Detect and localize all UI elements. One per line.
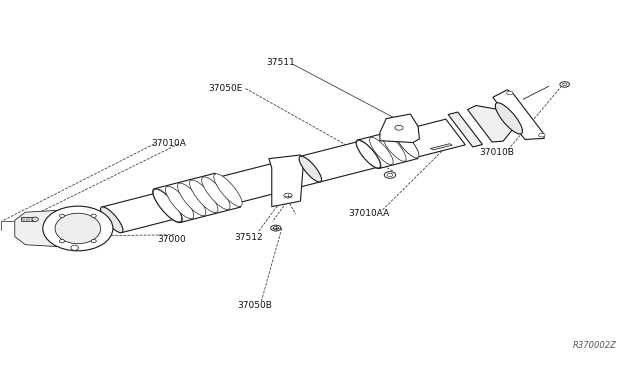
Ellipse shape [539,133,545,137]
Ellipse shape [356,141,380,168]
Polygon shape [493,90,545,140]
Polygon shape [20,217,33,221]
Ellipse shape [356,140,381,169]
Polygon shape [448,112,483,147]
Text: 37010B: 37010B [479,148,514,157]
Ellipse shape [55,213,100,244]
Ellipse shape [153,189,182,222]
Ellipse shape [560,82,570,87]
Ellipse shape [32,217,38,221]
Ellipse shape [369,137,393,164]
Ellipse shape [100,207,123,233]
Ellipse shape [273,227,278,230]
Polygon shape [358,130,418,169]
Polygon shape [397,119,465,157]
Text: 37050E: 37050E [209,84,243,93]
Ellipse shape [202,177,230,209]
Ellipse shape [284,193,292,198]
Polygon shape [301,141,378,182]
Ellipse shape [60,214,65,218]
Ellipse shape [299,156,321,182]
Ellipse shape [217,177,239,203]
Ellipse shape [507,91,513,95]
Ellipse shape [91,214,96,218]
Ellipse shape [177,183,206,216]
Ellipse shape [71,245,79,250]
Ellipse shape [383,134,406,161]
Ellipse shape [43,206,113,251]
Ellipse shape [214,174,242,206]
Text: 37511: 37511 [266,58,294,67]
Ellipse shape [91,240,96,243]
Text: R370002Z: R370002Z [572,341,616,350]
Ellipse shape [495,103,522,134]
Text: 37000: 37000 [157,235,186,244]
Polygon shape [155,173,241,222]
Text: 37512: 37512 [234,233,262,242]
Polygon shape [380,114,419,142]
Ellipse shape [271,225,281,231]
Polygon shape [102,193,177,232]
Ellipse shape [395,125,403,130]
Ellipse shape [60,240,65,243]
Text: 37010A: 37010A [151,139,186,148]
Ellipse shape [396,131,419,157]
Polygon shape [269,155,303,207]
Text: 37010AA: 37010AA [349,209,390,218]
Text: 37050B: 37050B [237,301,272,311]
Polygon shape [467,106,515,142]
Ellipse shape [189,180,218,213]
Ellipse shape [387,173,393,177]
Ellipse shape [384,171,396,178]
Polygon shape [218,156,320,203]
Polygon shape [431,144,452,150]
Ellipse shape [563,83,567,86]
Polygon shape [15,210,60,247]
Ellipse shape [396,131,419,158]
Ellipse shape [153,189,182,222]
Ellipse shape [165,186,194,219]
